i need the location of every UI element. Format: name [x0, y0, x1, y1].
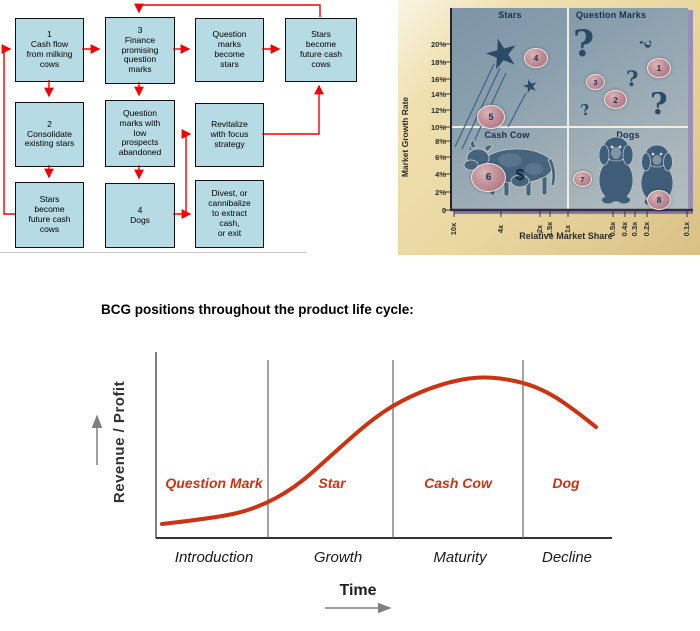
relative-market-share-label: Relative Market Share — [519, 231, 613, 241]
y-tick-0: 0 — [441, 206, 446, 215]
x-tick-0-2x: 0.2x — [642, 221, 651, 237]
y-tick-4: 4% — [435, 170, 446, 179]
y-tick-6: 6% — [435, 153, 446, 162]
flow-box-stars-become-cows-bottom: Stars become future cash cows — [15, 182, 84, 248]
phase-label-star: Star — [318, 475, 347, 491]
section-divider — [0, 252, 306, 253]
flow-box-question-marks-become-stars: Question marks become stars — [195, 18, 264, 82]
x-tick-10x: 10x — [449, 222, 458, 236]
flow-box-question-marks-abandoned: Question marks with low prospects abando… — [105, 100, 175, 167]
bubble-7: 7 — [573, 171, 592, 187]
arrow-starstop-to-finance-loop — [134, 3, 321, 17]
arrow-revitalize-to-starstop — [262, 84, 324, 135]
y-tick-14: 14% — [430, 90, 446, 99]
bubble-5: 5 — [477, 105, 505, 129]
lifecycle-title: BCG positions throughout the product lif… — [101, 302, 414, 317]
cash-cow-quadrant-label: Cash Cow — [484, 130, 530, 140]
arrow-starsbottom-to-cashflow-loop — [1, 44, 15, 215]
bcg-matrix-lines — [444, 8, 693, 217]
phase-label-question-mark: Question Mark — [165, 475, 263, 491]
y-tick-10: 10% — [430, 123, 446, 132]
stage-label-growth: Growth — [314, 549, 362, 566]
revenue-profit-label: Revenue / Profit — [111, 381, 128, 503]
phase-dividers — [267, 360, 524, 538]
question-mark-icon: ? — [650, 87, 668, 122]
time-label: Time — [339, 582, 376, 599]
plot-shadow-bottom — [454, 210, 693, 214]
y-tick-16: 16% — [430, 75, 446, 84]
question-mark-icon: ? — [626, 66, 639, 91]
flow-box-consolidate-stars: 2 Consolidate existing stars — [15, 102, 84, 167]
lifecycle-chart: Question Mark Star Cash Cow Dog Introduc… — [91, 352, 612, 614]
dogs-quadrant-label: Dogs — [616, 130, 640, 140]
bcg-matrix-figure: Stars Question Marks Cash Cow Dogs 20% 1… — [398, 0, 700, 255]
stage-label-maturity: Maturity — [433, 549, 488, 566]
bubble-4: 4 — [524, 48, 548, 68]
bubble-2: 2 — [604, 90, 627, 109]
question-mark-icon: ? — [573, 23, 595, 65]
plot-shadow-right — [688, 10, 693, 214]
flow-box-divest: Divest, or cannibalize to extract cash, … — [195, 180, 264, 248]
cow-dollar-sign: $ — [516, 167, 525, 184]
phase-label-cash-cow: Cash Cow — [424, 475, 493, 491]
stars-quadrant-label: Stars — [498, 10, 522, 20]
bubble-3: 3 — [586, 74, 605, 90]
lifecycle-curve — [160, 375, 598, 526]
flow-box-stars-become-cows-top: Stars become future cash cows — [285, 18, 357, 82]
flow-box-revitalize: Revitalize with focus strategy — [195, 103, 264, 167]
bubble-8: 8 — [647, 190, 671, 210]
x-tick-0-1x: 0.1x — [682, 221, 691, 237]
flow-box-finance-question-marks: 3 Finance promising question marks — [105, 17, 175, 84]
stage-label-decline: Decline — [542, 549, 592, 566]
phase-label-dog: Dog — [552, 475, 580, 491]
y-tick-8: 8% — [435, 137, 446, 146]
y-tick-12: 12% — [430, 106, 446, 115]
flow-box-cash-flow: 1 Cash flow from milking cows — [15, 18, 84, 82]
question-marks-quadrant-label: Question Marks — [575, 10, 647, 20]
y-tick-18: 18% — [430, 58, 446, 67]
bubble-6: 6 — [471, 163, 506, 192]
strategy-flowchart: 1 Cash flow from milking cows 3 Finance … — [0, 0, 396, 256]
flow-box-dogs: 4 Dogs — [105, 183, 175, 248]
market-growth-rate-label: Market Growth Rate — [400, 96, 410, 178]
stage-label-introduction: Introduction — [175, 549, 253, 566]
y-tick-20: 20% — [430, 40, 446, 49]
bubble-1: 1 — [647, 58, 671, 78]
y-tick-2: 2% — [435, 188, 446, 197]
axis-ticks — [444, 43, 688, 217]
arrow-dogs-to-revitalize — [181, 129, 192, 214]
